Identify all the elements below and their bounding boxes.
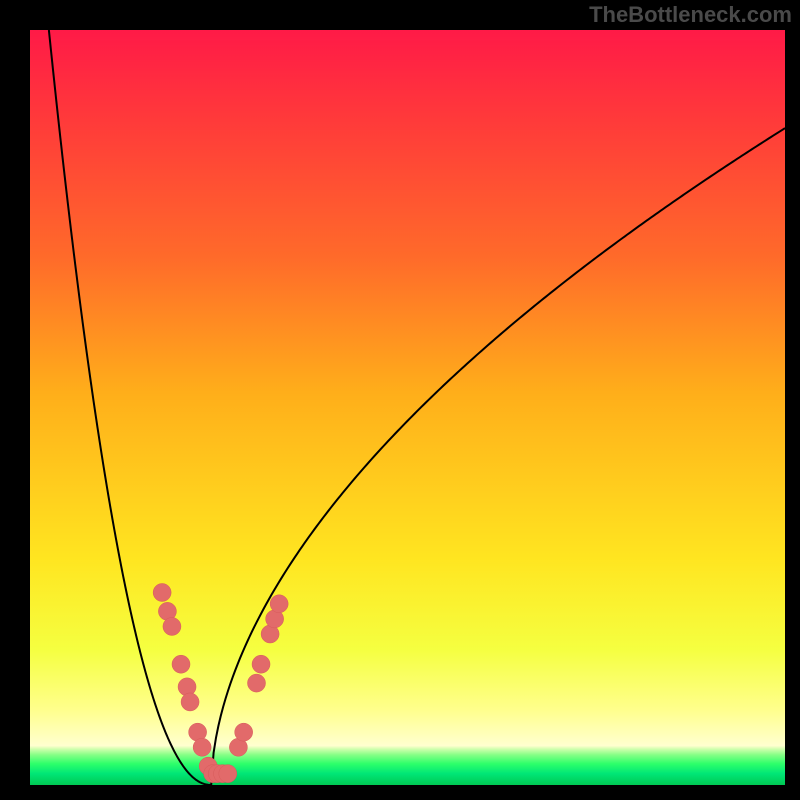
attribution-text: TheBottleneck.com	[589, 2, 792, 28]
data-marker	[193, 738, 211, 756]
curve-layer	[30, 30, 785, 785]
data-markers	[153, 583, 288, 782]
data-marker	[248, 674, 266, 692]
plot-area	[30, 30, 785, 785]
bottleneck-curve	[49, 30, 785, 785]
data-marker	[178, 678, 196, 696]
data-marker	[181, 693, 199, 711]
data-marker	[163, 617, 181, 635]
chart-frame: TheBottleneck.com	[0, 0, 800, 800]
data-marker	[219, 765, 237, 783]
data-marker	[252, 655, 270, 673]
data-marker	[172, 655, 190, 673]
data-marker	[153, 583, 171, 601]
data-marker	[235, 723, 253, 741]
data-marker	[270, 595, 288, 613]
